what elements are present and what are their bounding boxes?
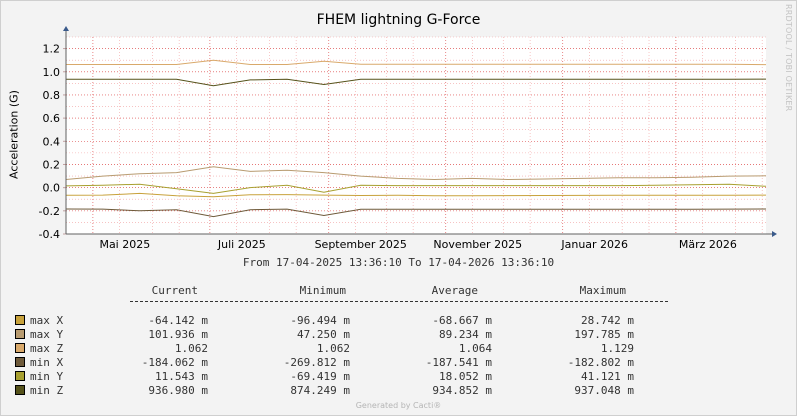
- y-tick-label: 0.2: [43, 158, 61, 171]
- legend-maximum-value: 197.785 m: [574, 328, 634, 341]
- legend-current-value: 101.936 m: [148, 328, 208, 341]
- y-tick-label: 1.0: [43, 66, 61, 79]
- chart-area: 1.2 1.0 0.8 0.6 0.4 0.2 0.0 -0.2 -0.4 Mai 2025 Jul…: [39, 26, 777, 250]
- header-minimum: Minimum: [299, 284, 346, 297]
- x-tick-label: März 2026: [679, 238, 737, 250]
- legend-average-value: -68.667 m: [432, 314, 492, 327]
- legend-swatch: [15, 371, 25, 381]
- legend-maximum-value: 28.742 m: [581, 314, 634, 327]
- legend-minimum-value: -269.812 m: [283, 356, 350, 369]
- series-line-min-z: [66, 78, 767, 87]
- legend-series-name: min X: [30, 356, 64, 369]
- x-tick-label: Januar 2026: [560, 238, 628, 250]
- legend-average-value: 18.052 m: [439, 370, 492, 383]
- legend-minimum-value: 47.250 m: [297, 328, 350, 341]
- legend-row: max Y 101.936 m 47.250 m 89.234 m 197.785 m: [15, 328, 655, 341]
- y-tick-label: 0.6: [43, 112, 61, 125]
- legend-swatch: [15, 315, 25, 325]
- legend-minimum-value: 1.062: [316, 342, 350, 355]
- footer-credit: Generated by Cacti®: [355, 401, 442, 410]
- y-tick-label: 1.2: [43, 43, 61, 56]
- legend-maximum-value: 1.129: [600, 342, 634, 355]
- legend-row: max Z 1.062 1.062 1.064 1.129: [15, 342, 655, 355]
- legend-average-value: 89.234 m: [439, 328, 492, 341]
- legend-minimum-value: -96.494 m: [290, 314, 350, 327]
- series-line-min-y: [65, 183, 767, 194]
- chart-title: FHEM lightning G-Force: [316, 12, 481, 28]
- legend-swatch: [15, 385, 25, 395]
- x-tick-label: September 2025: [315, 238, 407, 250]
- legend-swatch: [15, 357, 25, 367]
- legend-average-value: -187.541 m: [425, 356, 492, 369]
- series-line-max-y: [65, 166, 767, 181]
- legend-series-name: min Y: [30, 370, 64, 383]
- legend-row: min Y 11.543 m -69.419 m 18.052 m 41.121 m: [15, 370, 655, 383]
- plot-background: [66, 37, 766, 234]
- legend-current-value: -184.062 m: [141, 356, 208, 369]
- legend-current-value: 1.062: [174, 342, 208, 355]
- header-current: Current: [151, 284, 198, 297]
- legend-row: min Z 936.980 m 874.249 m 934.852 m 937.048 …: [15, 384, 655, 397]
- x-tick-label: Mai 2025: [99, 238, 150, 250]
- legend-average-value: 934.852 m: [432, 384, 492, 397]
- x-tick-label: November 2025: [433, 238, 522, 250]
- legend-maximum-value: 937.048 m: [574, 384, 634, 397]
- legend-maximum-value: -182.802 m: [567, 356, 634, 369]
- y-tick-label: 0.0: [43, 182, 61, 195]
- header-maximum: Maximum: [579, 284, 626, 297]
- legend-average-value: 1.064: [458, 342, 492, 355]
- legend-row: max X -64.142 m -96.494 m -68.667 m 28.742 m: [15, 314, 655, 327]
- legend-current-value: 11.543 m: [155, 370, 208, 383]
- y-tick-label: 0.4: [43, 135, 61, 148]
- legend-series-name: min Z: [30, 384, 64, 397]
- legend-series-name: max Z: [30, 342, 64, 355]
- legend-row: min X -184.062 m -269.812 m -187.541 m -182.…: [15, 356, 655, 369]
- x-tick-label: Juli 2025: [217, 238, 266, 250]
- legend-swatch: [15, 329, 25, 339]
- series-line-max-z: [66, 59, 767, 66]
- y-tick-label: 0.8: [43, 89, 61, 102]
- legend-series-name: max Y: [30, 328, 64, 341]
- legend-minimum-value: 874.249 m: [290, 384, 350, 397]
- x-axis-arrow: [772, 231, 777, 237]
- legend-current-value: -64.142 m: [148, 314, 208, 327]
- series-line-max-x: [65, 192, 767, 198]
- legend-separator: [130, 301, 668, 302]
- legend-maximum-value: 41.121 m: [581, 370, 634, 383]
- legend-swatch: [15, 343, 25, 353]
- legend-series-name: max X: [30, 314, 64, 327]
- y-tick-label: -0.2: [39, 205, 60, 218]
- header-average: Average: [431, 284, 478, 297]
- legend-current-value: 936.980 m: [148, 384, 208, 397]
- date-range: From 17-04-2025 13:36:10 To 17-04-2026 1…: [242, 256, 555, 269]
- series-line-min-x: [65, 208, 767, 218]
- y-tick-label: -0.4: [39, 228, 60, 241]
- legend-minimum-value: -69.419 m: [290, 370, 350, 383]
- vendor-watermark: RRDTOOL / TOBI OETIKER: [784, 4, 793, 112]
- y-axis-arrow: [63, 26, 69, 31]
